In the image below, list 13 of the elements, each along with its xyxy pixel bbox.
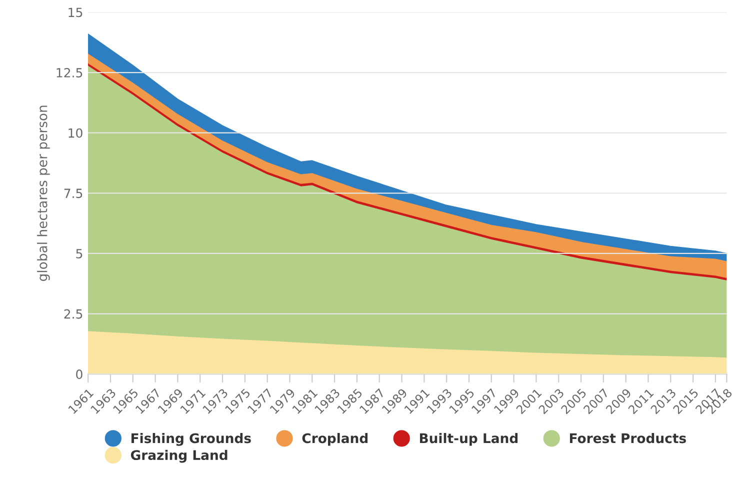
legend-label: Cropland <box>302 433 368 446</box>
y-tick-label: 7.5 <box>64 188 82 198</box>
y-axis-title: global hectares per person <box>37 106 50 281</box>
legend-label: Fishing Grounds <box>132 433 251 446</box>
legend-label: Forest Products <box>570 433 686 444</box>
y-tick-label: 12.5 <box>56 68 82 78</box>
y-tick-label: 15 <box>68 8 82 18</box>
legend-label: Grazing Land <box>130 450 228 463</box>
y-tick-label: 0 <box>76 370 82 380</box>
legend-label: Built-up Land <box>420 433 518 446</box>
y-tick-label: 2.5 <box>64 309 82 319</box>
y-tick-label: 5 <box>76 249 82 258</box>
y-tick-label: 10 <box>68 128 82 138</box>
